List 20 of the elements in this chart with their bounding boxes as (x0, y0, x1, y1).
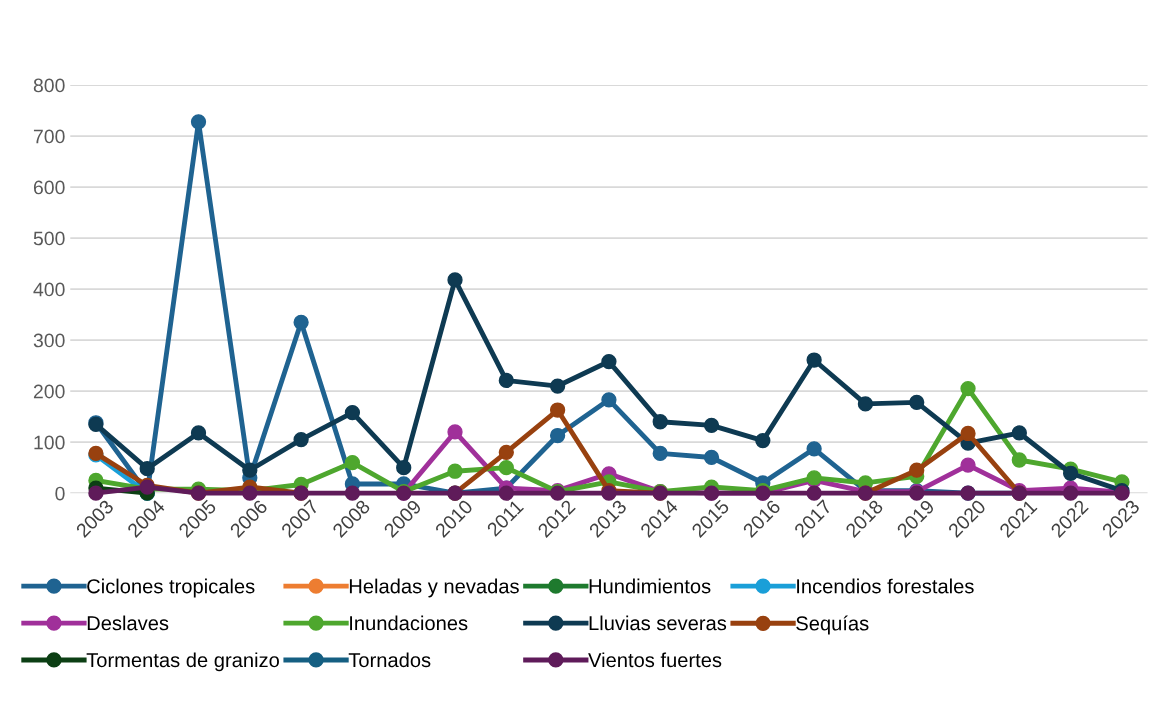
legend-label: Tornados (348, 652, 431, 668)
y-tick-label: 700 (33, 129, 65, 144)
y-tick-label: 400 (33, 282, 65, 297)
y-tick-label: 100 (34, 435, 65, 450)
y-tick-label: 0 (55, 486, 65, 501)
y-tick-label: 600 (33, 180, 65, 195)
legend-label: Tormentas de granizo (86, 652, 279, 672)
legend-label: Ciclones tropicales (87, 578, 255, 598)
y-tick-label: 800 (33, 78, 65, 93)
legend-label: Sequías (796, 615, 869, 635)
legend-label: Inundaciones (350, 615, 468, 631)
legend-label: Hundimientos (589, 578, 711, 594)
y-tick-label: 300 (33, 333, 65, 348)
y-tick-label: 200 (33, 384, 65, 399)
legend-label: Lluvias severas (589, 615, 727, 631)
legend-label: Deslaves (87, 615, 169, 631)
legend-label: Incendios forestales (797, 578, 974, 594)
legend-label: Heladas y nevadas (349, 578, 519, 598)
y-tick-label: 500 (33, 231, 65, 246)
legend-label: Vientos fuertes (588, 652, 722, 668)
